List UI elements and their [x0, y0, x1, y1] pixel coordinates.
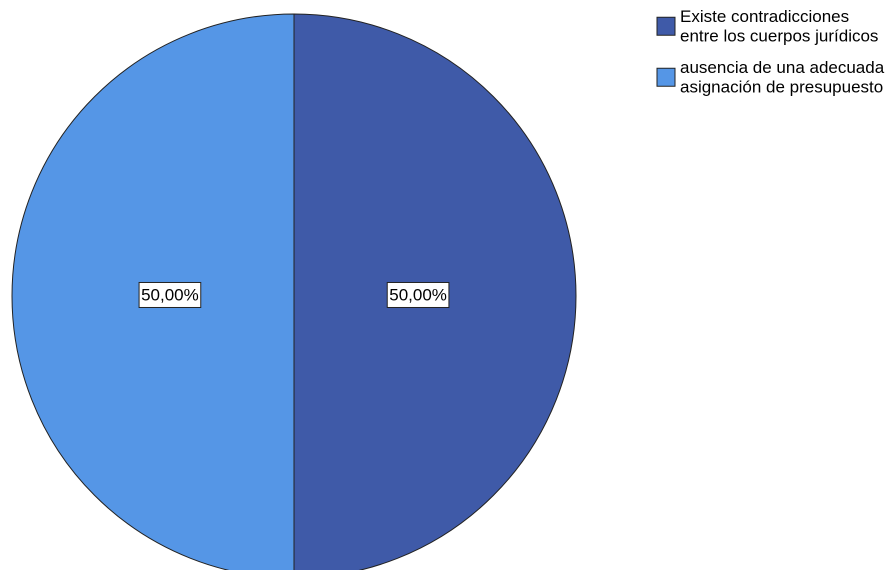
legend-label: ausencia de una adecuada asignación de pr… [680, 58, 885, 97]
data-label-box [386, 281, 450, 308]
data-label: 50,00% [141, 285, 199, 304]
data-label: 50,00% [389, 285, 447, 304]
legend-swatch [656, 67, 676, 87]
legend-swatch [656, 16, 676, 36]
data-label-box [138, 281, 202, 308]
legend-label: Existe contradicciones entre los cuerpos … [680, 7, 878, 46]
